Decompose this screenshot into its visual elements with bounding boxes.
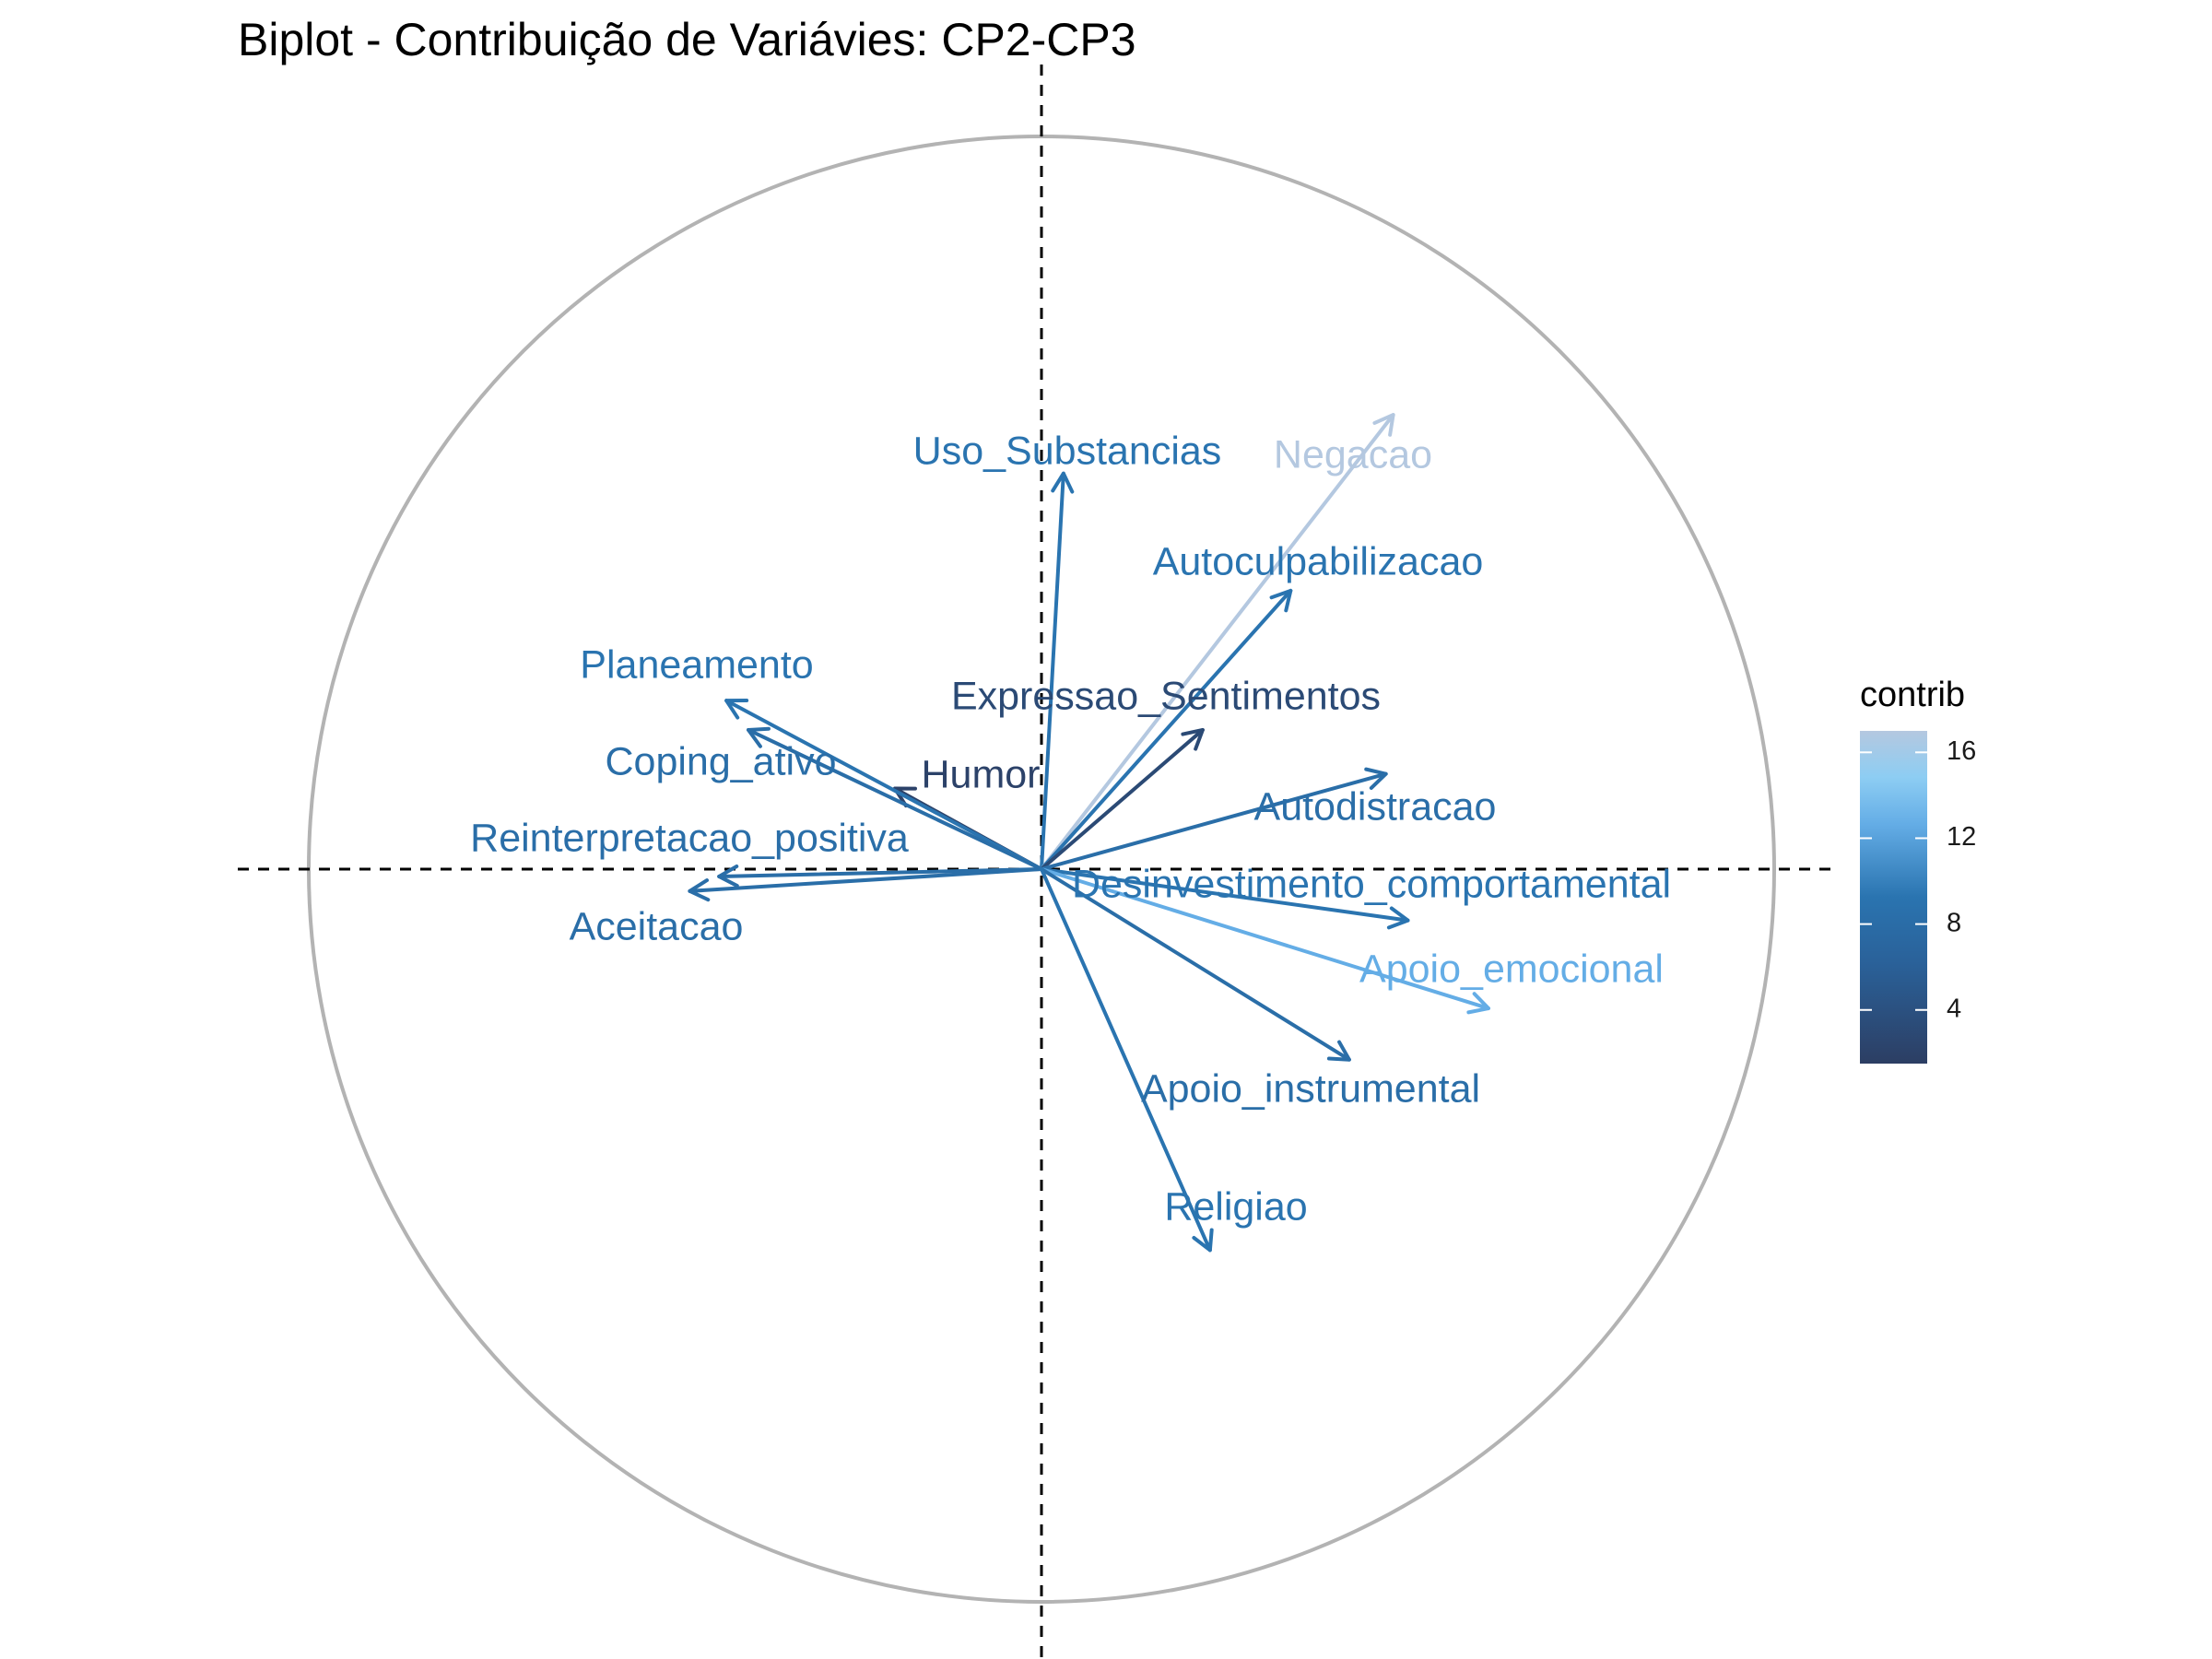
- label-uso-substancias: Uso_Substancias: [913, 429, 1222, 473]
- label-aceitacao: Aceitacao: [570, 904, 744, 948]
- arrow-religiao: [1040, 867, 1214, 1253]
- arrow-uso-substancias: [1040, 471, 1075, 871]
- label-expressao-sentimentos: Expressao_Sentimentos: [951, 674, 1381, 718]
- label-religiao: Religiao: [1164, 1184, 1307, 1229]
- label-autoculpabilizacao: Autoculpabilizacao: [1153, 539, 1484, 583]
- label-negacao: Negacao: [1274, 432, 1432, 477]
- label-coping-ativo: Coping_ativo: [605, 739, 836, 783]
- arrow-desinvestimento-comportamental: [1040, 867, 1410, 930]
- legend-tick-label: 4: [1947, 994, 1961, 1023]
- label-apoio-instrumental: Apoio_instrumental: [1141, 1066, 1480, 1111]
- arrow-coping-ativo: [747, 726, 1043, 871]
- variable-labels: Uso_Substancias Negacao Autoculpabilizacao…: [470, 429, 1671, 1229]
- label-apoio-emocional: Apoio_emocional: [1359, 947, 1664, 991]
- legend-colorbar: [1860, 731, 1927, 1064]
- arrow-apoio-emocional: [1040, 867, 1490, 1015]
- arrow-planeamento: [724, 698, 1043, 871]
- arrow-negacao: [1040, 413, 1395, 871]
- label-desinvestimento-comportamental: Desinvestimento_comportamental: [1072, 862, 1671, 906]
- legend-tick-label: 12: [1947, 822, 1976, 852]
- legend-title: contrib: [1860, 676, 1965, 714]
- label-reinterpretacao-positiva: Reinterpretacao_positiva: [470, 816, 909, 860]
- label-autodistracao: Autodistracao: [1254, 784, 1497, 829]
- label-humor: Humor: [921, 752, 1040, 796]
- legend-tick-label: 8: [1947, 908, 1961, 937]
- variable-arrows: [688, 413, 1490, 1253]
- contrib-legend: contrib 4 8 12 16: [1860, 676, 1976, 1064]
- legend-ticks: 4 8 12 16: [1860, 736, 1976, 1023]
- chart-title: Biplot - Contribuição de Variávies: CP2-…: [238, 14, 1136, 65]
- arrow-reinterpretacao-positiva: [717, 864, 1043, 888]
- arrow-apoio-instrumental: [1040, 867, 1351, 1062]
- arrow-aceitacao: [688, 867, 1043, 902]
- plot-area: Uso_Substancias Negacao Autoculpabilizacao…: [238, 65, 1839, 1659]
- arrow-autoculpabilizacao: [1040, 588, 1293, 871]
- arrow-expressao-sentimentos: [1040, 727, 1205, 871]
- label-planeamento: Planeamento: [580, 642, 813, 687]
- arrow-autodistracao: [1040, 767, 1388, 871]
- legend-tick-label: 16: [1947, 736, 1976, 766]
